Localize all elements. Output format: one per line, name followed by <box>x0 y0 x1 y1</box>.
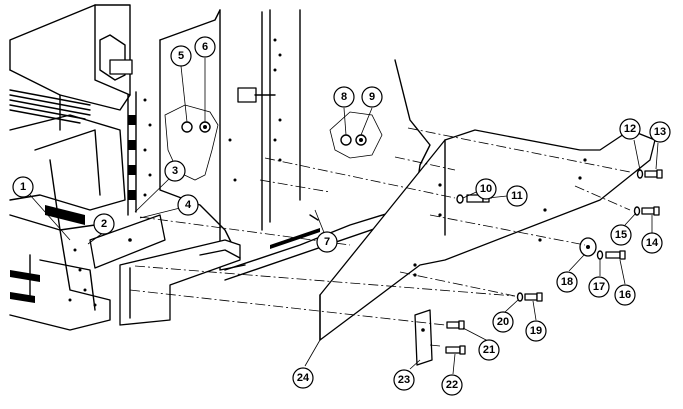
upper-right-panel <box>299 9 431 201</box>
callout-11-label: 11 <box>511 190 523 202</box>
callout-22-label: 22 <box>446 379 458 391</box>
callout-13-label: 13 <box>654 126 666 138</box>
item22-bolt <box>445 345 466 355</box>
item23-small-bracket <box>414 309 433 366</box>
callout-6: 6 <box>194 36 216 58</box>
door-handle-bracket <box>237 87 257 103</box>
callout-17: 17 <box>588 276 610 298</box>
callout-10: 10 <box>475 178 497 200</box>
callout-4-label: 4 <box>185 199 192 211</box>
callout-11: 11 <box>506 185 528 207</box>
item15-washer <box>633 206 641 216</box>
callout-19-label: 19 <box>530 325 542 337</box>
callout-14: 14 <box>641 232 663 254</box>
item16-bolt <box>605 250 626 260</box>
callout-15: 15 <box>610 224 632 246</box>
alignment-lines <box>129 127 631 347</box>
callout-3: 3 <box>164 160 186 182</box>
item20-washer <box>516 292 524 302</box>
callout-7-label: 7 <box>324 236 330 248</box>
callout-12-label: 12 <box>624 123 636 135</box>
callout-19: 19 <box>525 320 547 342</box>
callout-20-label: 20 <box>497 316 509 328</box>
hardware <box>445 169 663 355</box>
callout-21: 21 <box>478 339 500 361</box>
callout-17-label: 17 <box>593 281 605 293</box>
item12-washer <box>636 169 644 179</box>
callout-8-label: 8 <box>341 91 347 103</box>
callout-10-label: 10 <box>480 183 492 195</box>
callout-18-label: 18 <box>561 276 573 288</box>
callout-18: 18 <box>556 271 578 293</box>
vent-louver <box>9 89 91 124</box>
callout-1: 1 <box>12 176 34 198</box>
callout-16-label: 16 <box>619 289 631 301</box>
callout-22: 22 <box>441 374 463 396</box>
callout-8: 8 <box>333 86 355 108</box>
callout-4: 4 <box>177 194 199 216</box>
callout-2: 2 <box>93 213 115 235</box>
callout-2-label: 2 <box>101 218 107 230</box>
item24-splash-panel <box>319 129 656 341</box>
rivet-pattern <box>68 98 152 307</box>
callout-1-label: 1 <box>20 181 26 193</box>
callout-9-label: 9 <box>369 91 375 103</box>
callout-20: 20 <box>492 311 514 333</box>
callout-3-label: 3 <box>172 165 178 177</box>
panel24-holes <box>413 158 587 277</box>
item5-nut <box>181 121 193 133</box>
callout-9: 9 <box>361 86 383 108</box>
item13-bolt <box>644 169 663 179</box>
callout-16: 16 <box>614 284 636 306</box>
item17-washer <box>596 250 604 260</box>
callout-5: 5 <box>170 45 192 67</box>
callout-12: 12 <box>619 118 641 140</box>
callout-15-label: 15 <box>615 229 627 241</box>
callout-13: 13 <box>649 121 671 143</box>
callout-24: 24 <box>292 367 314 389</box>
callout-24-label: 24 <box>297 372 310 384</box>
callout-21-label: 21 <box>483 344 495 356</box>
callout-23-label: 23 <box>398 374 410 386</box>
item8-nut <box>340 134 352 146</box>
item21-bolt <box>446 320 465 330</box>
callout-14-label: 14 <box>646 237 659 249</box>
item10-washer <box>456 194 464 204</box>
hinge-knuckles <box>128 115 136 200</box>
item14-bolt <box>641 206 660 216</box>
item19-bolt <box>524 292 543 302</box>
callout-5-label: 5 <box>178 50 184 62</box>
callout-23: 23 <box>393 369 415 391</box>
callout-6-label: 6 <box>202 41 208 53</box>
callout-7: 7 <box>316 231 338 253</box>
item2-bracket-plate <box>89 214 166 269</box>
lower-support-box <box>119 239 241 326</box>
door-latch <box>109 59 133 75</box>
cab-body-structure <box>9 4 152 331</box>
callouts: 1 2 3 4 5 6 7 8 9 10 11 12 13 14 15 16 1… <box>12 36 671 396</box>
